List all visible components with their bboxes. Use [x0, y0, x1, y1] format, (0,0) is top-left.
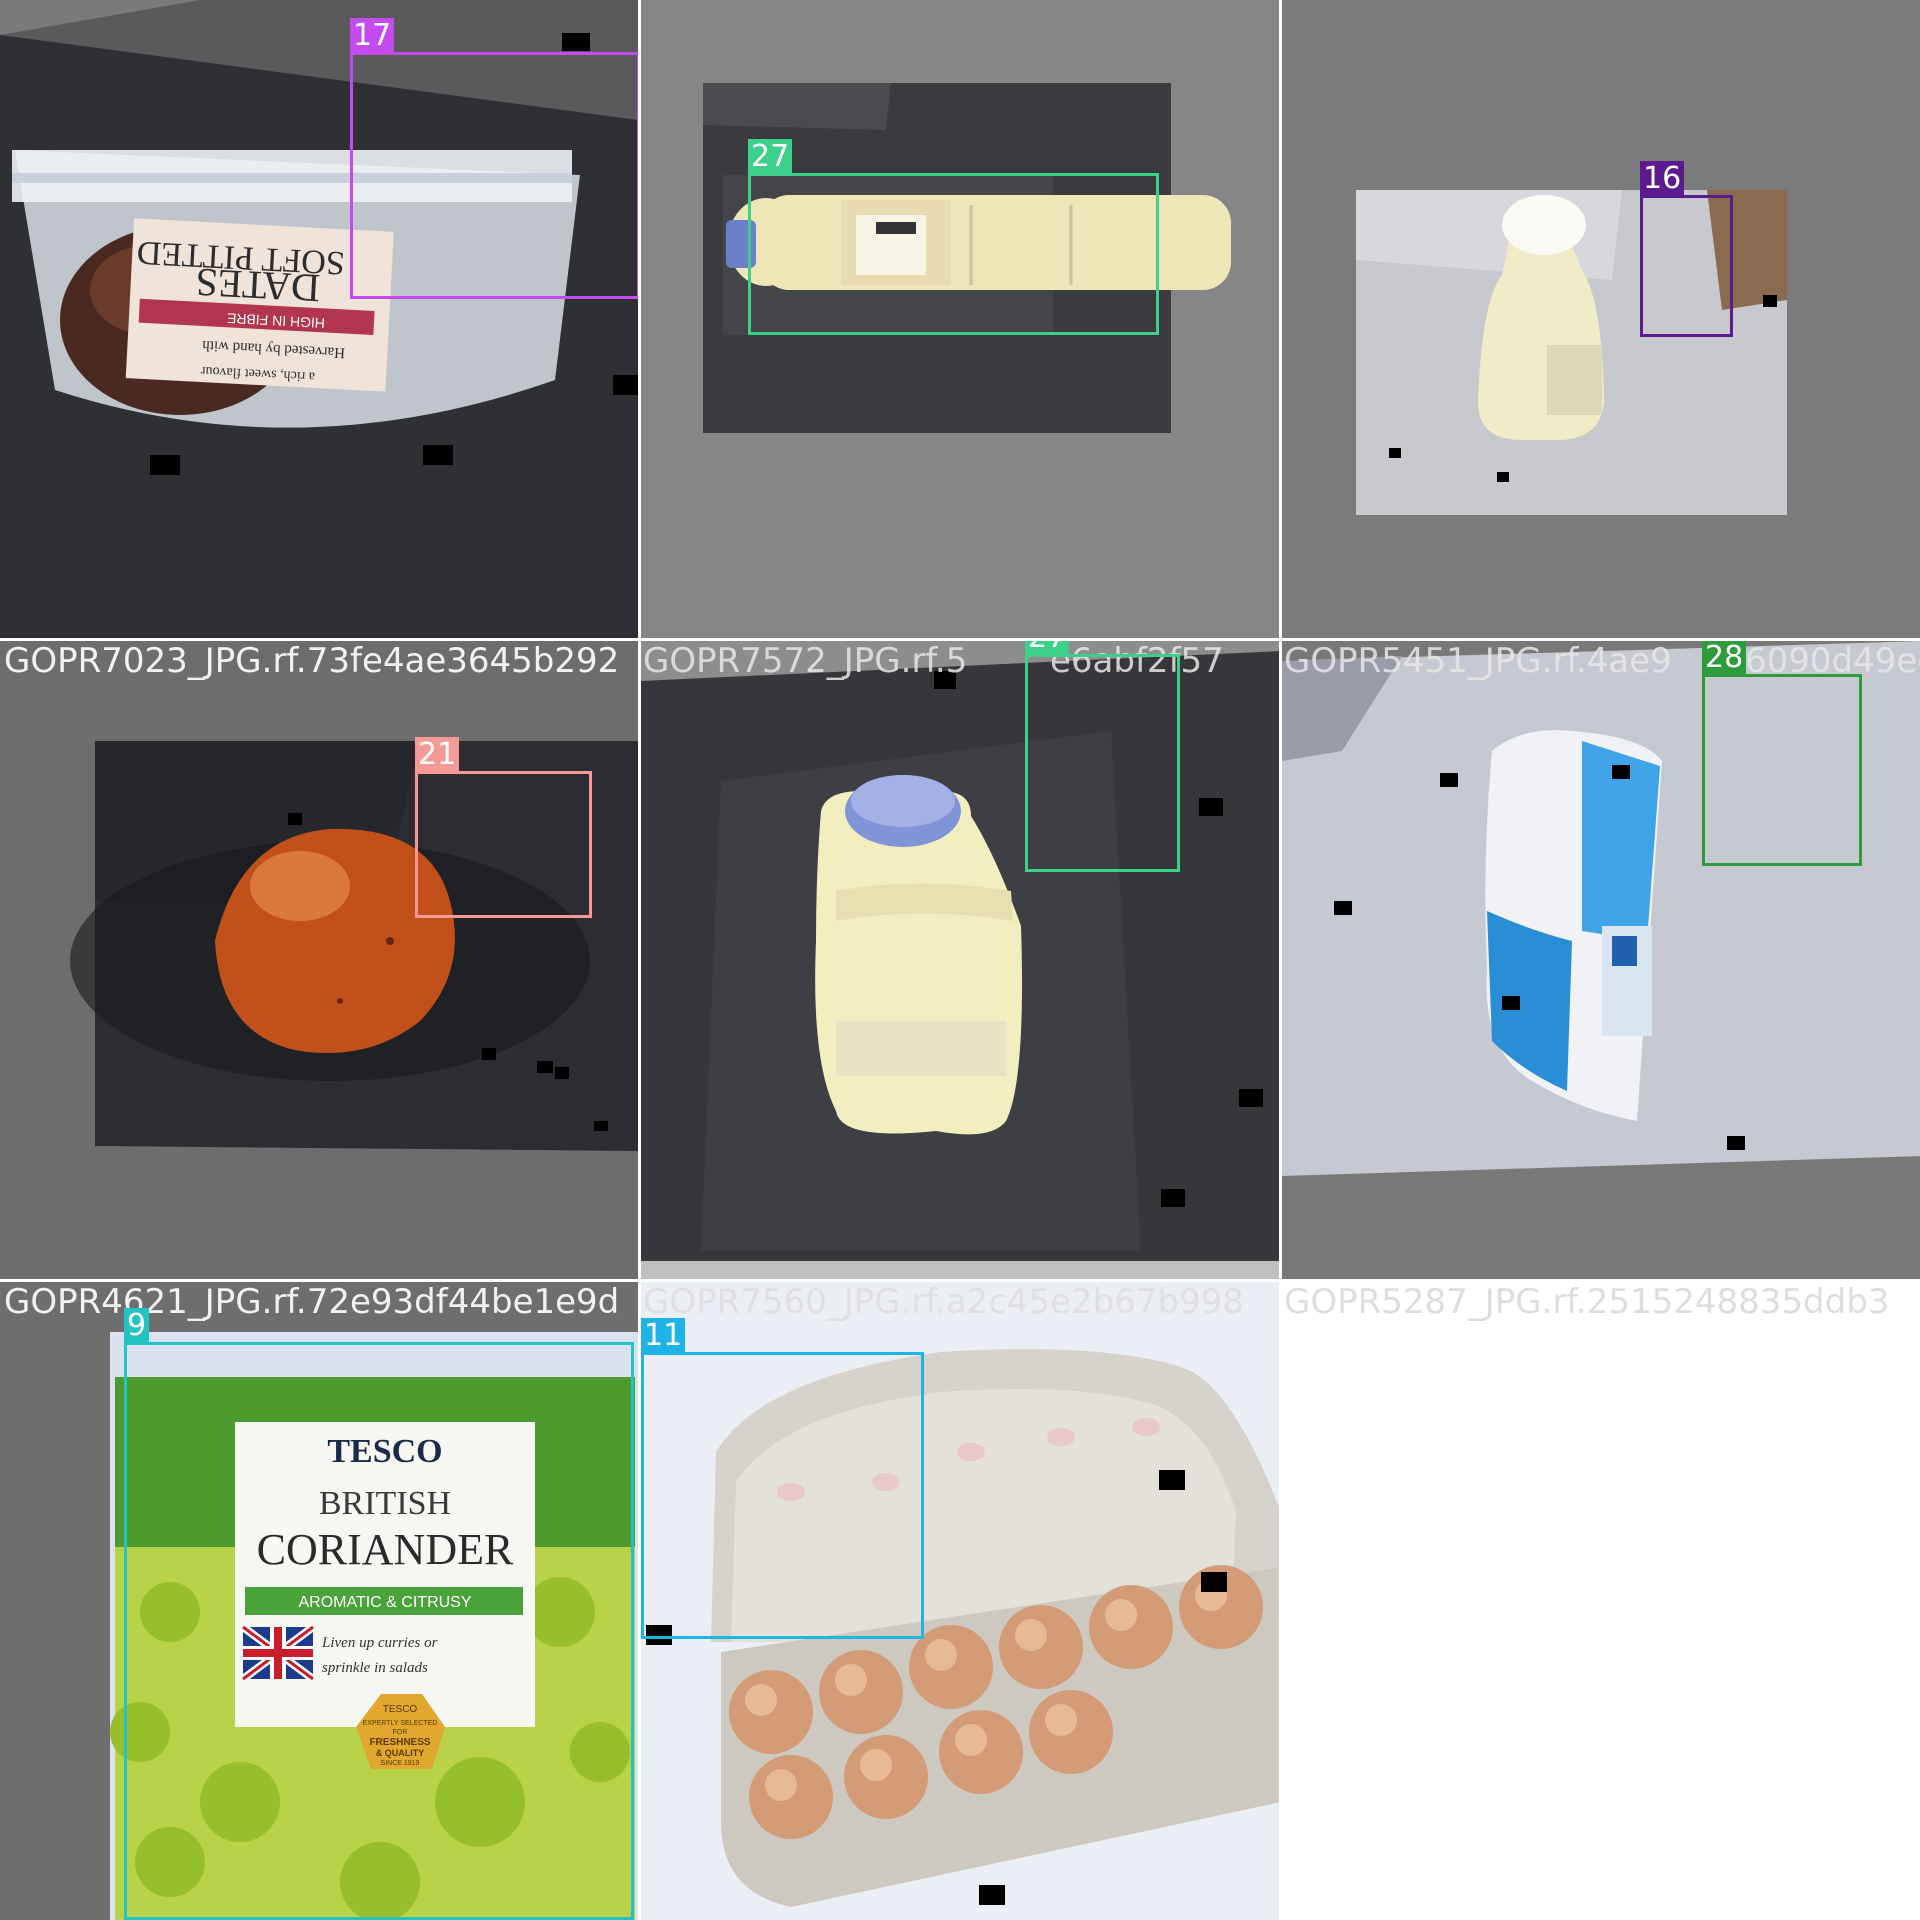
mask-block [613, 375, 638, 395]
bbox-label: 9 [124, 1308, 149, 1342]
mask-block [1239, 1089, 1263, 1107]
bbox-16: 16 [1640, 195, 1733, 337]
mask-block [1199, 798, 1223, 816]
tile-oil-vertical: 27 [641, 641, 1279, 1279]
mask-block [1763, 295, 1777, 307]
grid-divider [0, 1279, 1920, 1281]
bbox-label: 21 [415, 737, 459, 771]
mask-block [934, 671, 956, 689]
bbox-label: 27 [1025, 641, 1069, 654]
mask-block [594, 1121, 608, 1131]
bbox-label: 27 [748, 139, 792, 173]
tile-oil-horizontal: 27 [641, 0, 1279, 638]
bbox-label: 28 [1702, 641, 1746, 674]
tile-coriander: TESCO BRITISH CORIANDER AROMATIC & CITRU… [0, 1282, 638, 1920]
mask-block [1159, 1470, 1185, 1490]
tile-mayonnaise: 16 [1282, 0, 1920, 638]
mask-block [1201, 1572, 1227, 1592]
mask-block [482, 1048, 496, 1060]
mask-block [1389, 448, 1401, 458]
bbox-label: 17 [350, 18, 394, 52]
photo-mayonnaise-bottle [1282, 0, 1920, 638]
photo-potato [0, 641, 638, 1279]
bbox-11: 11 [641, 1352, 924, 1639]
tile-flour: 28 [1282, 641, 1920, 1279]
bbox-27: 27 [1025, 654, 1180, 872]
bbox-21: 21 [415, 771, 592, 918]
mask-block [1612, 765, 1630, 779]
mask-block [562, 33, 590, 51]
bbox-17: 17 [350, 52, 638, 299]
mask-block [1334, 901, 1352, 915]
mask-block [1497, 472, 1509, 482]
grid-divider [638, 0, 640, 1920]
photo-oil-bottle-vertical [641, 641, 1279, 1279]
mask-block [423, 445, 453, 465]
grid-divider [1279, 0, 1281, 1282]
mask-block [1440, 773, 1458, 787]
dates-text-dates: DATES [194, 260, 321, 311]
mask-block [1727, 1136, 1745, 1150]
bbox-label: 11 [641, 1318, 685, 1352]
mask-block [979, 1885, 1005, 1905]
mask-block [1161, 1189, 1185, 1207]
grid-divider [0, 638, 1920, 640]
bbox-27: 27 [748, 173, 1159, 335]
bbox-9: 9 [124, 1342, 634, 1920]
mask-block [555, 1067, 569, 1079]
tile-filename-overlap: GOPR5287_JPG.rf.2515248835ddb3 [1284, 1282, 1889, 1322]
bbox-28: 28 [1702, 674, 1862, 866]
mask-block [1502, 996, 1520, 1010]
tile-eggs: 11 [641, 1282, 1279, 1920]
mask-block [537, 1061, 553, 1073]
bbox-label: 16 [1640, 161, 1684, 195]
tile-potato: GOPR7023_JPG.rf.73fe4ae3645b292 21 [0, 641, 638, 1279]
tile-dates: SOFT PITTED DATES HIGH IN FIBRE Harveste… [0, 0, 638, 638]
mask-block [150, 455, 180, 475]
mask-block [288, 813, 302, 825]
